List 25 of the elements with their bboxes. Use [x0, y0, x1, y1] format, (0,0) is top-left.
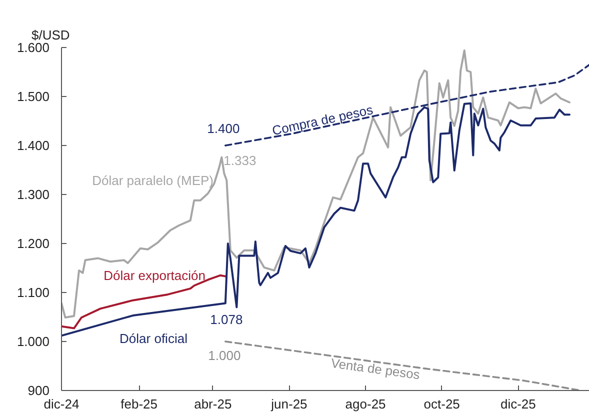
- x-tick-label: oct-25: [424, 396, 460, 412]
- text: Compra de pesos: [270, 102, 375, 138]
- annotation: 1.078: [210, 312, 243, 327]
- y-tick-label: 1.600: [16, 40, 50, 55]
- annotation: 1.000: [208, 348, 241, 363]
- y-tick-label: 1.200: [16, 236, 50, 251]
- x-tick-label: abr-25: [194, 396, 232, 412]
- x-tick-label: feb-25: [120, 396, 158, 412]
- series-label: Dólar oficial: [120, 331, 188, 346]
- x-tick-label: dic-25: [500, 396, 536, 412]
- x-tick-label: jun-25: [270, 396, 308, 412]
- x-tick-label: ago-25: [345, 396, 386, 412]
- series-label: Dólar paralelo (MEP): [92, 173, 214, 188]
- y-axis-title: $/USD: [32, 28, 70, 42]
- y-tick-label: 1.500: [16, 89, 50, 104]
- y-tick-label: 1.000: [16, 334, 50, 349]
- x-tick-label: dic-24: [44, 396, 80, 412]
- text: Venta de pesos: [330, 355, 422, 382]
- series-label: Dólar exportación: [104, 268, 206, 283]
- y-tick-label: 1.400: [16, 138, 50, 153]
- annotation: 1.400: [207, 121, 240, 136]
- y-tick-label: 900: [28, 383, 50, 398]
- y-tick-label: 1.300: [16, 187, 50, 202]
- annotation: 1.333: [224, 152, 256, 168]
- y-tick-label: 1.100: [16, 285, 50, 300]
